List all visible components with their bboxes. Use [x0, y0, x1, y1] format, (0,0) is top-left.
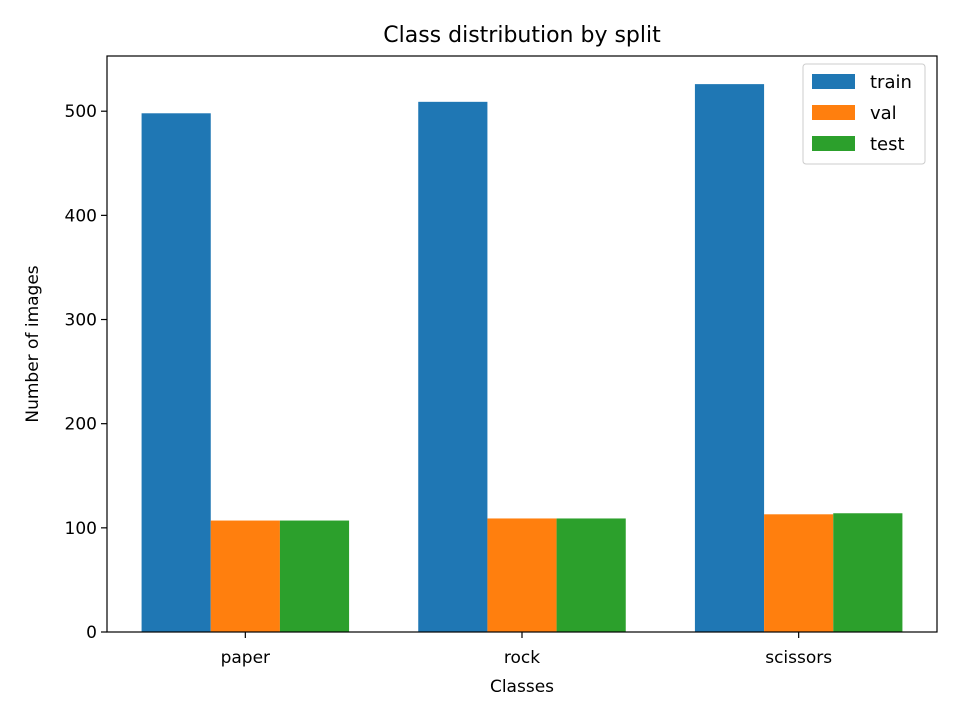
legend-swatch-val — [812, 105, 855, 120]
plot-frame — [106, 55, 938, 633]
bar-val-rock — [487, 518, 557, 632]
legend-label-test: test — [870, 134, 905, 155]
legend-label-val: val — [870, 103, 897, 124]
bars-group — [141, 84, 903, 632]
bar-val-scissors — [764, 514, 834, 632]
bar-train-rock — [418, 101, 488, 632]
bar-test-scissors — [833, 513, 903, 632]
bar-test-rock — [556, 518, 626, 632]
legend-swatch-test — [812, 136, 855, 151]
y-tick-label: 400 — [65, 206, 97, 226]
chart-title: Class distribution by split — [383, 23, 661, 48]
y-tick-label: 0 — [86, 623, 97, 643]
y-axis-label: Number of images — [23, 265, 43, 422]
legend-swatch-train — [812, 74, 855, 89]
legend: train val test — [802, 63, 926, 165]
y-axis: 0 100 200 300 400 500 — [65, 102, 107, 643]
x-tick-label: scissors — [765, 648, 832, 668]
y-tick-label: 500 — [65, 102, 97, 122]
y-tick-label: 100 — [65, 519, 97, 539]
y-tick-label: 200 — [65, 415, 97, 435]
bar-test-paper — [279, 520, 350, 632]
legend-label-train: train — [870, 72, 912, 93]
bar-val-paper — [210, 520, 280, 632]
x-tick-label: rock — [504, 648, 540, 668]
bar-train-scissors — [694, 84, 765, 632]
x-axis: paper rock scissors — [221, 632, 832, 668]
bar-train-paper — [141, 113, 211, 632]
y-tick-label: 300 — [65, 311, 97, 331]
x-tick-label: paper — [221, 648, 270, 668]
x-axis-label: Classes — [490, 677, 554, 697]
